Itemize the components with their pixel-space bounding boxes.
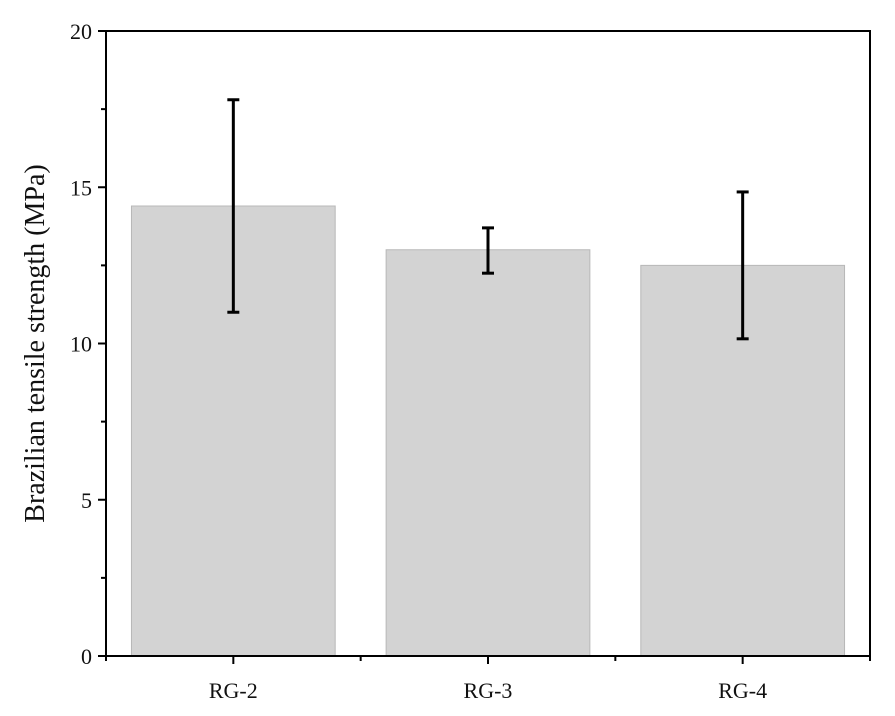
error-bar-rg-3	[482, 226, 494, 275]
error-bar-rg-2	[227, 98, 240, 314]
error-bar-rg-4	[736, 190, 749, 341]
y-tick-label: 0	[81, 644, 92, 669]
error-bars-layer	[227, 98, 749, 341]
x-tick-label: RG-3	[464, 678, 513, 703]
bar-rg-3	[385, 249, 591, 657]
y-tick-label: 20	[70, 19, 92, 44]
y-tick-label: 15	[70, 175, 92, 200]
y-axis: 0 5 10 15 20	[70, 19, 106, 669]
x-tick-label: RG-4	[718, 678, 767, 703]
y-axis-title: Brazilian tensile strength (MPa)	[20, 164, 51, 522]
y-tick-label: 10	[70, 332, 92, 357]
y-tick-label: 5	[81, 488, 92, 513]
x-axis: RG-2 RG-3 RG-4	[105, 656, 871, 703]
x-tick-label: RG-2	[209, 678, 258, 703]
